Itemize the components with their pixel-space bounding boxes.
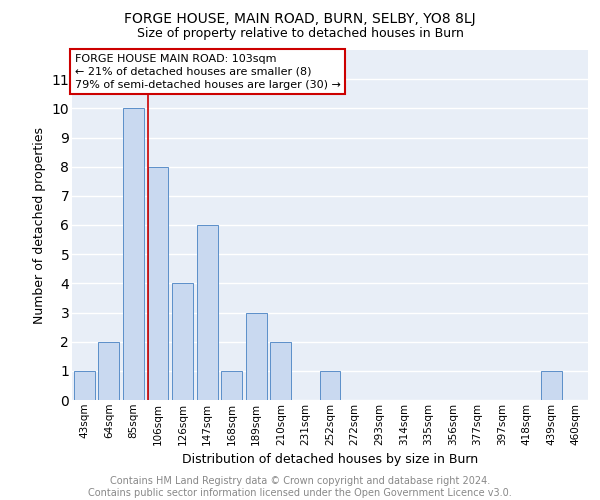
- Bar: [221, 371, 242, 400]
- Text: FORGE HOUSE, MAIN ROAD, BURN, SELBY, YO8 8LJ: FORGE HOUSE, MAIN ROAD, BURN, SELBY, YO8…: [124, 12, 476, 26]
- Bar: [271, 342, 292, 400]
- Y-axis label: Number of detached properties: Number of detached properties: [33, 126, 46, 324]
- Bar: [98, 342, 119, 400]
- X-axis label: Distribution of detached houses by size in Burn: Distribution of detached houses by size …: [182, 453, 478, 466]
- Bar: [123, 108, 144, 400]
- Text: Size of property relative to detached houses in Burn: Size of property relative to detached ho…: [137, 28, 463, 40]
- Bar: [148, 166, 169, 400]
- Bar: [541, 371, 562, 400]
- Bar: [197, 225, 218, 400]
- Bar: [74, 371, 95, 400]
- Bar: [320, 371, 340, 400]
- Bar: [172, 284, 193, 400]
- Text: FORGE HOUSE MAIN ROAD: 103sqm
← 21% of detached houses are smaller (8)
79% of se: FORGE HOUSE MAIN ROAD: 103sqm ← 21% of d…: [74, 54, 340, 90]
- Text: Contains HM Land Registry data © Crown copyright and database right 2024.
Contai: Contains HM Land Registry data © Crown c…: [88, 476, 512, 498]
- Bar: [246, 312, 267, 400]
